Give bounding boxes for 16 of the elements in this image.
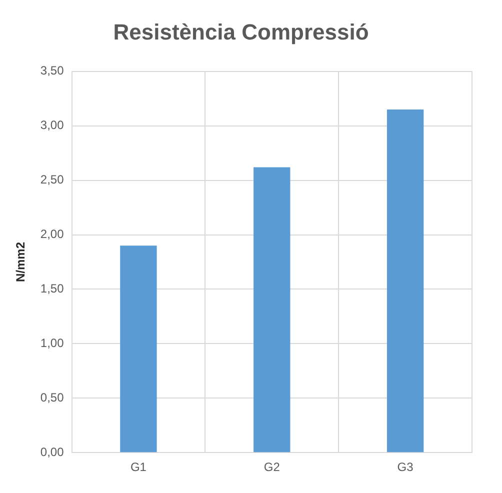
- x-tick-label: G3: [397, 460, 414, 474]
- y-tick-label: 3,50: [40, 64, 64, 78]
- y-tick-label: 1,50: [40, 282, 64, 296]
- bar: [254, 167, 290, 452]
- bar: [120, 246, 157, 452]
- y-tick-label: 2,50: [40, 172, 64, 187]
- y-tick-label: 3,00: [40, 118, 64, 132]
- y-axis-title: N/mm2: [14, 242, 28, 282]
- y-tick-label: 0,50: [40, 390, 64, 404]
- y-tick-label: 0,00: [40, 444, 64, 459]
- chart-title: Resistència Compressió: [113, 19, 369, 44]
- x-tick-label: G1: [130, 460, 147, 474]
- y-tick-label: 1,00: [40, 336, 64, 350]
- y-tick-label: 2,00: [40, 227, 64, 242]
- x-tick-label: G2: [264, 460, 280, 474]
- bar: [386, 110, 424, 452]
